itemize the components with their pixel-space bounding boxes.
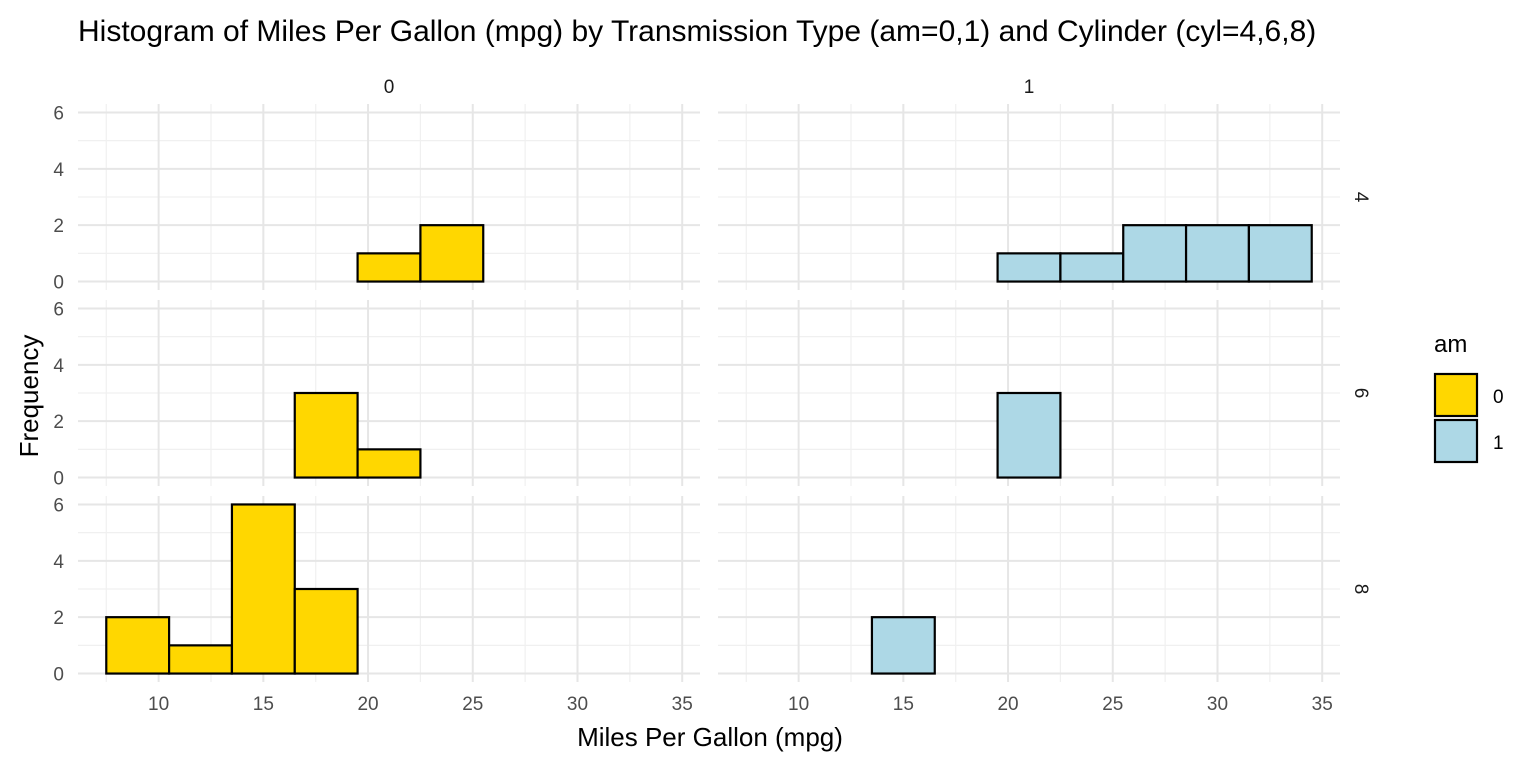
y-tick-label: 4 <box>53 160 64 181</box>
y-tick-label: 6 <box>53 103 64 124</box>
histogram-bar <box>870 616 936 675</box>
histogram-bar <box>1059 252 1125 283</box>
panel-am0-cyl4: 0 2 4 6 <box>53 103 700 294</box>
x-axis-title: Miles Per Gallon (mpg) <box>577 722 843 752</box>
y-tick-label: 0 <box>53 469 64 490</box>
histogram-bar <box>293 587 359 675</box>
panel-am0-cyl8: 0 2 4 6 10 15 20 25 30 35 <box>53 495 700 715</box>
y-tick-label: 2 <box>53 412 64 433</box>
legend-entries: 01 <box>1433 372 1504 464</box>
y-tick-label: 6 <box>53 299 64 320</box>
histogram-bar <box>1184 224 1250 283</box>
x-tick-label: 25 <box>462 694 483 715</box>
histogram-bar <box>996 391 1062 479</box>
x-tick-label: 15 <box>253 694 274 715</box>
y-tick-label: 0 <box>53 665 64 686</box>
panel-am1-cyl6 <box>718 300 1340 486</box>
facet-column-label: 1 <box>1024 77 1035 98</box>
legend-key-1 <box>1433 418 1479 464</box>
legend-label: 0 <box>1493 387 1504 408</box>
panels-layer: 0 2 4 6 0 2 4 6 0 2 4 6 10 15 20 25 30 35 10 15 20 25 30 35 0 1 4 6… <box>53 77 1371 715</box>
y-axis-title: Frequency <box>14 335 44 458</box>
y-tick-label: 2 <box>53 608 64 629</box>
histogram-bar <box>1247 224 1313 283</box>
histogram-bar <box>356 448 422 479</box>
y-tick-label: 4 <box>53 356 64 377</box>
x-tick-label: 20 <box>357 694 378 715</box>
facet-row-label: 6 <box>1350 388 1371 399</box>
panel-am1-cyl4 <box>718 104 1340 290</box>
y-tick-label: 0 <box>53 273 64 294</box>
chart-title: Histogram of Miles Per Gallon (mpg) by T… <box>78 15 1316 48</box>
histogram-bar <box>105 616 171 675</box>
x-tick-label: 15 <box>893 694 914 715</box>
facet-column-label: 0 <box>384 77 395 98</box>
y-tick-label: 4 <box>53 552 64 573</box>
legend-label: 1 <box>1493 433 1504 454</box>
histogram-bar <box>168 644 234 675</box>
x-tick-label: 30 <box>1207 694 1228 715</box>
x-tick-label: 25 <box>1102 694 1123 715</box>
histogram-bar <box>1122 224 1188 283</box>
x-tick-label: 30 <box>567 694 588 715</box>
histogram-bar <box>996 252 1062 283</box>
panel-am0-cyl6: 0 2 4 6 <box>53 299 700 490</box>
legend: am 01 <box>1433 331 1504 464</box>
histogram-bar <box>293 391 359 479</box>
histogram-bar <box>419 224 485 283</box>
x-tick-label: 35 <box>672 694 693 715</box>
legend-key-0 <box>1433 372 1479 418</box>
x-tick-label: 20 <box>997 694 1018 715</box>
x-tick-label: 10 <box>148 694 169 715</box>
legend-title: am <box>1434 331 1467 358</box>
x-tick-label: 35 <box>1312 694 1333 715</box>
panel-am1-cyl8: 10 15 20 25 30 35 <box>718 496 1340 715</box>
facet-row-label: 4 <box>1350 192 1371 203</box>
histogram-bar <box>230 503 296 675</box>
histogram-bar <box>356 252 422 283</box>
x-tick-label: 10 <box>788 694 809 715</box>
facet-row-label: 8 <box>1350 584 1371 595</box>
y-tick-label: 2 <box>53 216 64 237</box>
y-tick-label: 6 <box>53 495 64 516</box>
